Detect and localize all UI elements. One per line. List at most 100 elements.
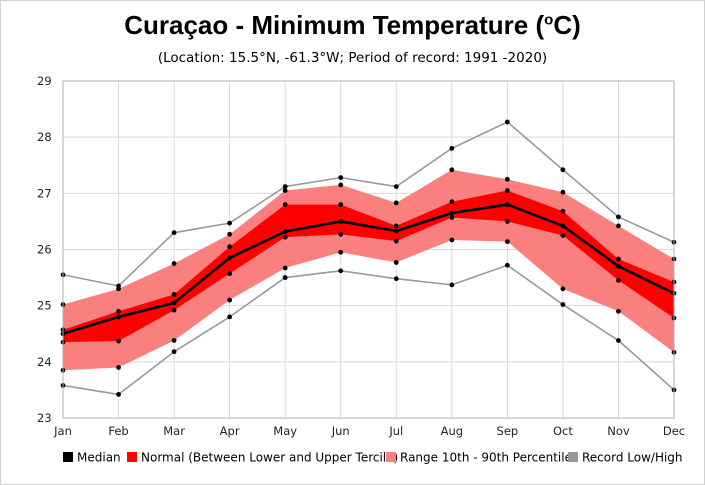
record-low-point xyxy=(616,338,621,343)
percentile-10-point xyxy=(560,286,566,292)
median-point xyxy=(116,314,121,320)
percentile-90-point xyxy=(560,189,566,195)
percentile-10-point xyxy=(116,365,121,370)
legend-label: Record Low/High xyxy=(582,451,683,465)
record-high-point xyxy=(393,184,399,189)
record-low-point xyxy=(116,392,121,397)
x-tick-label: Aug xyxy=(441,424,463,438)
upper-tercile-point xyxy=(171,292,177,297)
lower-tercile-point xyxy=(393,238,399,244)
record-low-point xyxy=(393,276,399,282)
y-tick-label: 27 xyxy=(37,186,52,200)
lower-tercile-point xyxy=(504,219,510,224)
legend-label: Normal (Between Lower and Upper Tercile) xyxy=(141,451,398,465)
x-tick-label: Oct xyxy=(553,424,573,438)
legend-swatch xyxy=(127,452,137,462)
percentile-90-point xyxy=(338,182,344,188)
legend-label: Median xyxy=(77,451,121,465)
percentile-90-point xyxy=(282,188,288,193)
chart-subtitle: (Location: 15.5°N, -61.3°W; Period of re… xyxy=(157,50,548,66)
y-tick-label: 28 xyxy=(37,130,52,144)
median-point xyxy=(449,210,455,216)
percentile-90-point xyxy=(616,223,621,229)
record-high-point xyxy=(227,220,233,226)
percentile-90-point xyxy=(116,286,121,292)
x-tick-label: Apr xyxy=(220,424,240,438)
y-tick-label: 24 xyxy=(37,355,52,369)
legend-label: Range 10th - 90th Percentile xyxy=(400,451,572,465)
x-tick-label: Nov xyxy=(607,424,630,438)
x-tick-label: Jul xyxy=(388,424,403,438)
x-tick-label: Sep xyxy=(497,424,519,438)
record-high-line xyxy=(62,121,675,287)
record-low-line xyxy=(62,264,675,396)
median-point xyxy=(560,223,566,229)
plot-border xyxy=(62,80,675,419)
percentile-10-point xyxy=(449,237,455,243)
record-low-point xyxy=(282,275,288,280)
title-degree-sup: o xyxy=(544,11,554,29)
x-tick-label: Feb xyxy=(108,424,128,438)
record-high-point xyxy=(338,175,344,181)
record-low-point xyxy=(227,314,233,320)
y-tick-label: 29 xyxy=(37,74,52,88)
percentile-10-point xyxy=(338,249,344,255)
upper-tercile-point xyxy=(449,199,455,205)
x-tick-label: Mar xyxy=(163,424,185,438)
upper-tercile-point xyxy=(282,202,288,207)
x-tick-label: Dec xyxy=(663,424,685,438)
lower-tercile-point xyxy=(282,234,288,240)
y-tick-label: 25 xyxy=(37,299,52,313)
median-point xyxy=(616,263,621,269)
title-end: C) xyxy=(553,10,581,40)
record-high-point xyxy=(560,167,566,173)
record-high-point xyxy=(282,184,288,189)
lower-tercile-point xyxy=(171,307,177,313)
percentile-10-point xyxy=(616,308,621,314)
record-low-point xyxy=(171,349,177,355)
record-low-point xyxy=(338,268,344,274)
median-point xyxy=(227,255,233,261)
record-low-point xyxy=(449,282,455,288)
upper-tercile-point xyxy=(616,256,621,262)
percentile-90-point xyxy=(449,167,455,173)
x-tick-label: Jan xyxy=(53,424,72,438)
lower-tercile-point xyxy=(116,338,121,344)
median-point xyxy=(282,229,288,234)
lower-tercile-point xyxy=(449,215,455,220)
median-point xyxy=(171,300,177,306)
x-tick-label: May xyxy=(273,424,297,438)
legend-swatch xyxy=(63,452,73,462)
record-low-point xyxy=(560,302,566,307)
title-main: Curaçao - Minimum Temperature ( xyxy=(124,10,545,40)
median-point xyxy=(504,202,510,207)
percentile-10-point xyxy=(282,265,288,271)
upper-tercile-point xyxy=(227,244,233,250)
percentile-90-point xyxy=(171,261,177,266)
tercile-band xyxy=(63,190,674,343)
median-line xyxy=(62,203,675,335)
percentile-10-point xyxy=(393,260,399,265)
y-tick-label: 26 xyxy=(37,243,52,257)
percentile-90-point xyxy=(504,176,510,182)
record-high-point xyxy=(171,230,177,236)
record-high-point xyxy=(449,146,455,151)
percentile-10-point xyxy=(171,338,177,343)
upper-tercile-point xyxy=(393,223,399,229)
legend-swatch xyxy=(386,452,396,462)
upper-tercile-point xyxy=(338,202,344,207)
percentile-10-point xyxy=(227,297,233,303)
lower-tercile-point xyxy=(560,233,566,238)
record-low-point xyxy=(504,262,510,268)
lower-tercile-point xyxy=(338,231,344,237)
upper-tercile-point xyxy=(560,208,566,214)
median-point xyxy=(393,228,399,234)
upper-tercile-point xyxy=(504,188,510,193)
upper-tercile-point xyxy=(116,308,121,314)
record-high-point xyxy=(504,119,510,125)
x-tick-label: Jun xyxy=(331,424,350,438)
chart-title: Curaçao - Minimum Temperature (oC) xyxy=(0,10,705,41)
percentile-90-point xyxy=(393,200,399,206)
percentile-90-point xyxy=(227,231,233,237)
